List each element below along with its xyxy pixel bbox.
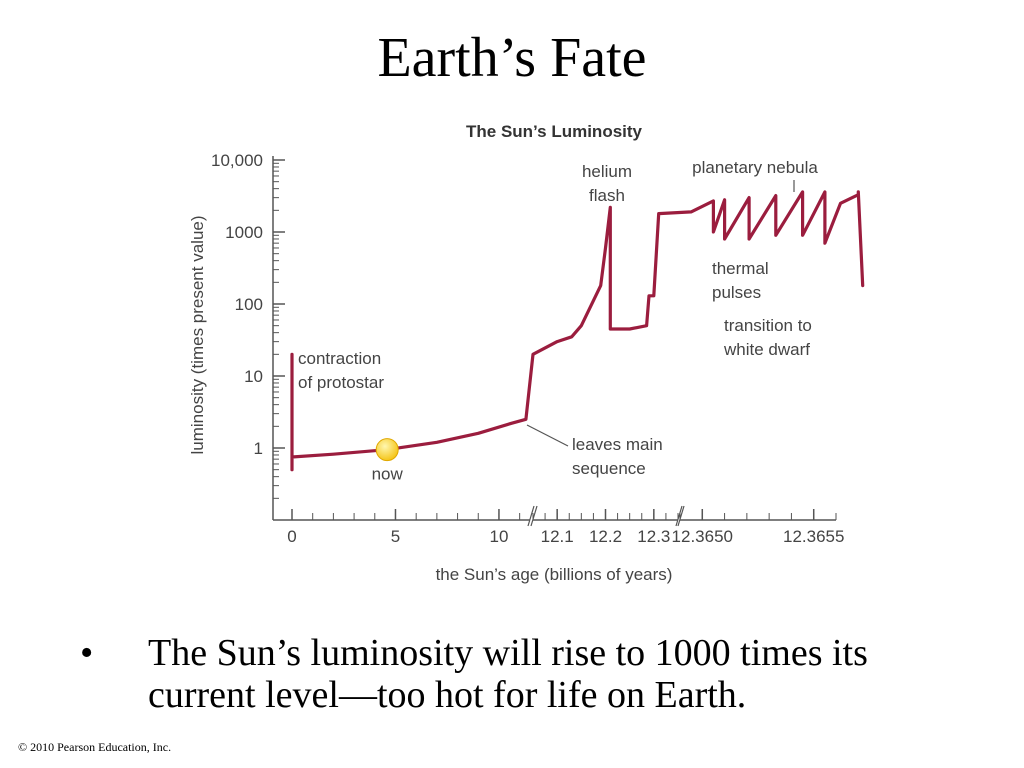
y-tick-label: 10,000 <box>211 151 263 170</box>
y-tick-label: 100 <box>235 295 263 314</box>
sun-now-marker <box>375 438 399 462</box>
annotation-text: contraction <box>298 349 381 368</box>
y-tick-label: 1 <box>254 439 263 458</box>
annotation-text: transition to <box>724 316 812 335</box>
y-tick-label: 1000 <box>225 223 263 242</box>
annotation-text: white dwarf <box>723 340 810 359</box>
x-tick-label: 12.2 <box>589 527 622 546</box>
annotations: contraction of protostar leaves main sequen… <box>298 158 818 478</box>
axis-break-mark <box>677 505 685 527</box>
annotation-text: of protostar <box>298 373 384 392</box>
x-tick-label: 10 <box>489 527 508 546</box>
annotation-text: helium <box>582 162 632 181</box>
slide-title: Earth’s Fate <box>377 27 647 89</box>
now-label: now <box>372 465 404 484</box>
annotation-text: flash <box>589 186 625 205</box>
annotation-text: sequence <box>572 459 646 478</box>
x-tick-label: 5 <box>391 527 400 546</box>
copyright: © 2010 Pearson Education, Inc. <box>18 740 172 754</box>
axes <box>272 156 837 527</box>
chart-title: The Sun’s Luminosity <box>466 122 643 141</box>
bullet-text: The Sun’s luminosity will rise to 1000 t… <box>148 632 868 716</box>
axis-break-mark <box>527 505 535 527</box>
luminosity-curve <box>290 190 865 472</box>
luminosity-chart: The Sun’s Luminosity 1 10 100 1000 10,000 0 5 10… <box>188 122 865 584</box>
annotation-text: leaves main <box>572 435 663 454</box>
y-axis-label: luminosity (times present value) <box>188 215 207 454</box>
annotation-text: thermal <box>712 259 769 278</box>
annotation-text: pulses <box>712 283 761 302</box>
annotation-leader <box>526 424 569 447</box>
x-tick-label: 12.1 <box>541 527 574 546</box>
axis-break-mark <box>675 505 683 527</box>
x-tick-label: 12.3650 <box>672 527 733 546</box>
y-tick-label: 10 <box>244 367 263 386</box>
bullet-dot: • <box>80 632 94 674</box>
axis-break-mark <box>530 505 538 527</box>
axis-labels: The Sun’s Luminosity 1 10 100 1000 10,000 0 5 10… <box>188 122 844 584</box>
annotation-text: planetary nebula <box>692 158 818 177</box>
x-tick-label: 0 <box>287 527 296 546</box>
series <box>290 190 865 472</box>
x-tick-label: 12.3655 <box>783 527 844 546</box>
x-tick-label: 12.3 <box>637 527 670 546</box>
x-axis-label: the Sun’s age (billions of years) <box>436 565 673 584</box>
